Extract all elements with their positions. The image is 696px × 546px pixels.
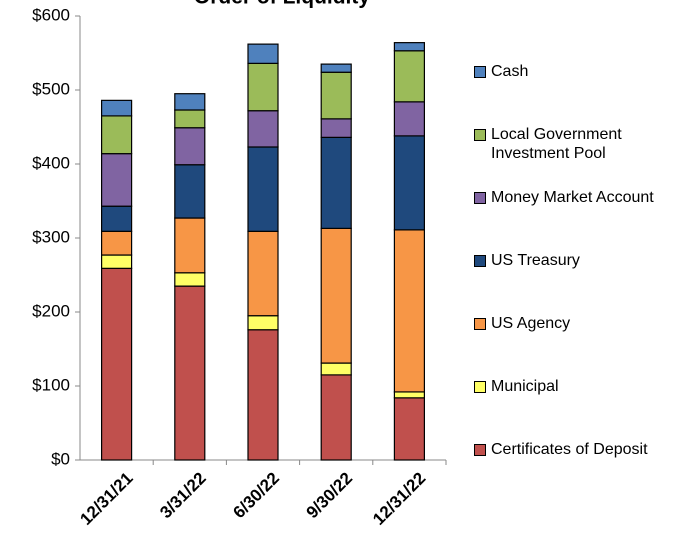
legend-swatch <box>474 255 486 267</box>
bar-segment <box>247 230 279 317</box>
legend-item: Money Market Account <box>474 188 696 207</box>
bar-segment <box>100 230 133 256</box>
bar-segment <box>100 153 133 207</box>
legend-label: Certificates of Deposit <box>491 441 648 458</box>
legend-label: Money Market Account <box>491 189 654 206</box>
bar-segment <box>100 254 133 269</box>
bar-segment <box>393 50 425 103</box>
bar-segment <box>100 99 133 117</box>
y-tick-label: $100 <box>32 375 70 394</box>
bar-segment <box>174 285 206 461</box>
legend-swatch <box>474 192 486 204</box>
legend-swatch <box>474 318 486 330</box>
bar-segment <box>320 227 352 364</box>
legend-item: Cash <box>474 62 696 81</box>
bar-segment <box>320 63 352 73</box>
bar-segment <box>174 93 206 111</box>
y-tick-label: $0 <box>51 449 70 468</box>
bar-segment <box>393 397 425 461</box>
bar-segment <box>247 62 279 112</box>
bar-segment <box>174 272 206 287</box>
legend-swatch <box>474 381 486 393</box>
chart-title: Order of Liquidity <box>194 0 370 9</box>
bar-segment <box>393 135 425 231</box>
x-tick-label: 9/30/22 <box>303 469 357 523</box>
legend-label: US Treasury <box>491 252 580 269</box>
bar-segment <box>100 267 133 461</box>
bar-segment <box>100 115 133 155</box>
bar-segment <box>320 71 352 120</box>
legend-swatch <box>474 129 486 141</box>
bar-segment <box>100 205 133 232</box>
legend-item: Municipal <box>474 377 696 396</box>
x-tick-label: 12/31/22 <box>369 469 429 529</box>
legend-swatch <box>474 444 486 456</box>
bar-segment <box>174 164 206 219</box>
bar-segment <box>393 42 425 52</box>
legend-item: Certificates of Deposit <box>474 440 696 459</box>
y-tick-label: $300 <box>32 227 70 246</box>
legend-item: US Treasury <box>474 251 696 270</box>
legend-label: US Agency <box>491 315 571 332</box>
bar-segment <box>393 229 425 393</box>
bar-segment <box>393 391 425 399</box>
y-tick-label: $400 <box>32 153 70 172</box>
x-tick-label: 12/31/21 <box>76 469 136 529</box>
bar-segment <box>320 362 352 376</box>
x-tick-label: 6/30/22 <box>229 469 283 523</box>
bar-segment <box>174 127 206 166</box>
bar-segment <box>393 101 425 137</box>
x-tick-label: 3/31/22 <box>156 469 210 523</box>
y-tick-label: $200 <box>32 301 70 320</box>
legend-swatch <box>474 66 486 78</box>
bar-segment <box>320 118 352 138</box>
legend-item: Local Government Investment Pool <box>474 125 696 163</box>
legend-label: Local Government Investment Pool <box>491 126 622 162</box>
bar-segment <box>247 329 279 461</box>
bar-segment <box>174 217 206 274</box>
bar-segment <box>247 110 279 148</box>
bar-segment <box>174 109 206 129</box>
bar-segment <box>320 374 352 461</box>
y-tick-label: $600 <box>32 5 70 24</box>
legend-item: US Agency <box>474 314 696 333</box>
bar-segment <box>247 146 279 232</box>
legend-label: Cash <box>491 63 529 80</box>
bar-segment <box>247 43 279 64</box>
bar-segment <box>320 136 352 229</box>
bar-segment <box>247 315 279 331</box>
legend-label: Municipal <box>491 378 559 395</box>
y-tick-label: $500 <box>32 79 70 98</box>
